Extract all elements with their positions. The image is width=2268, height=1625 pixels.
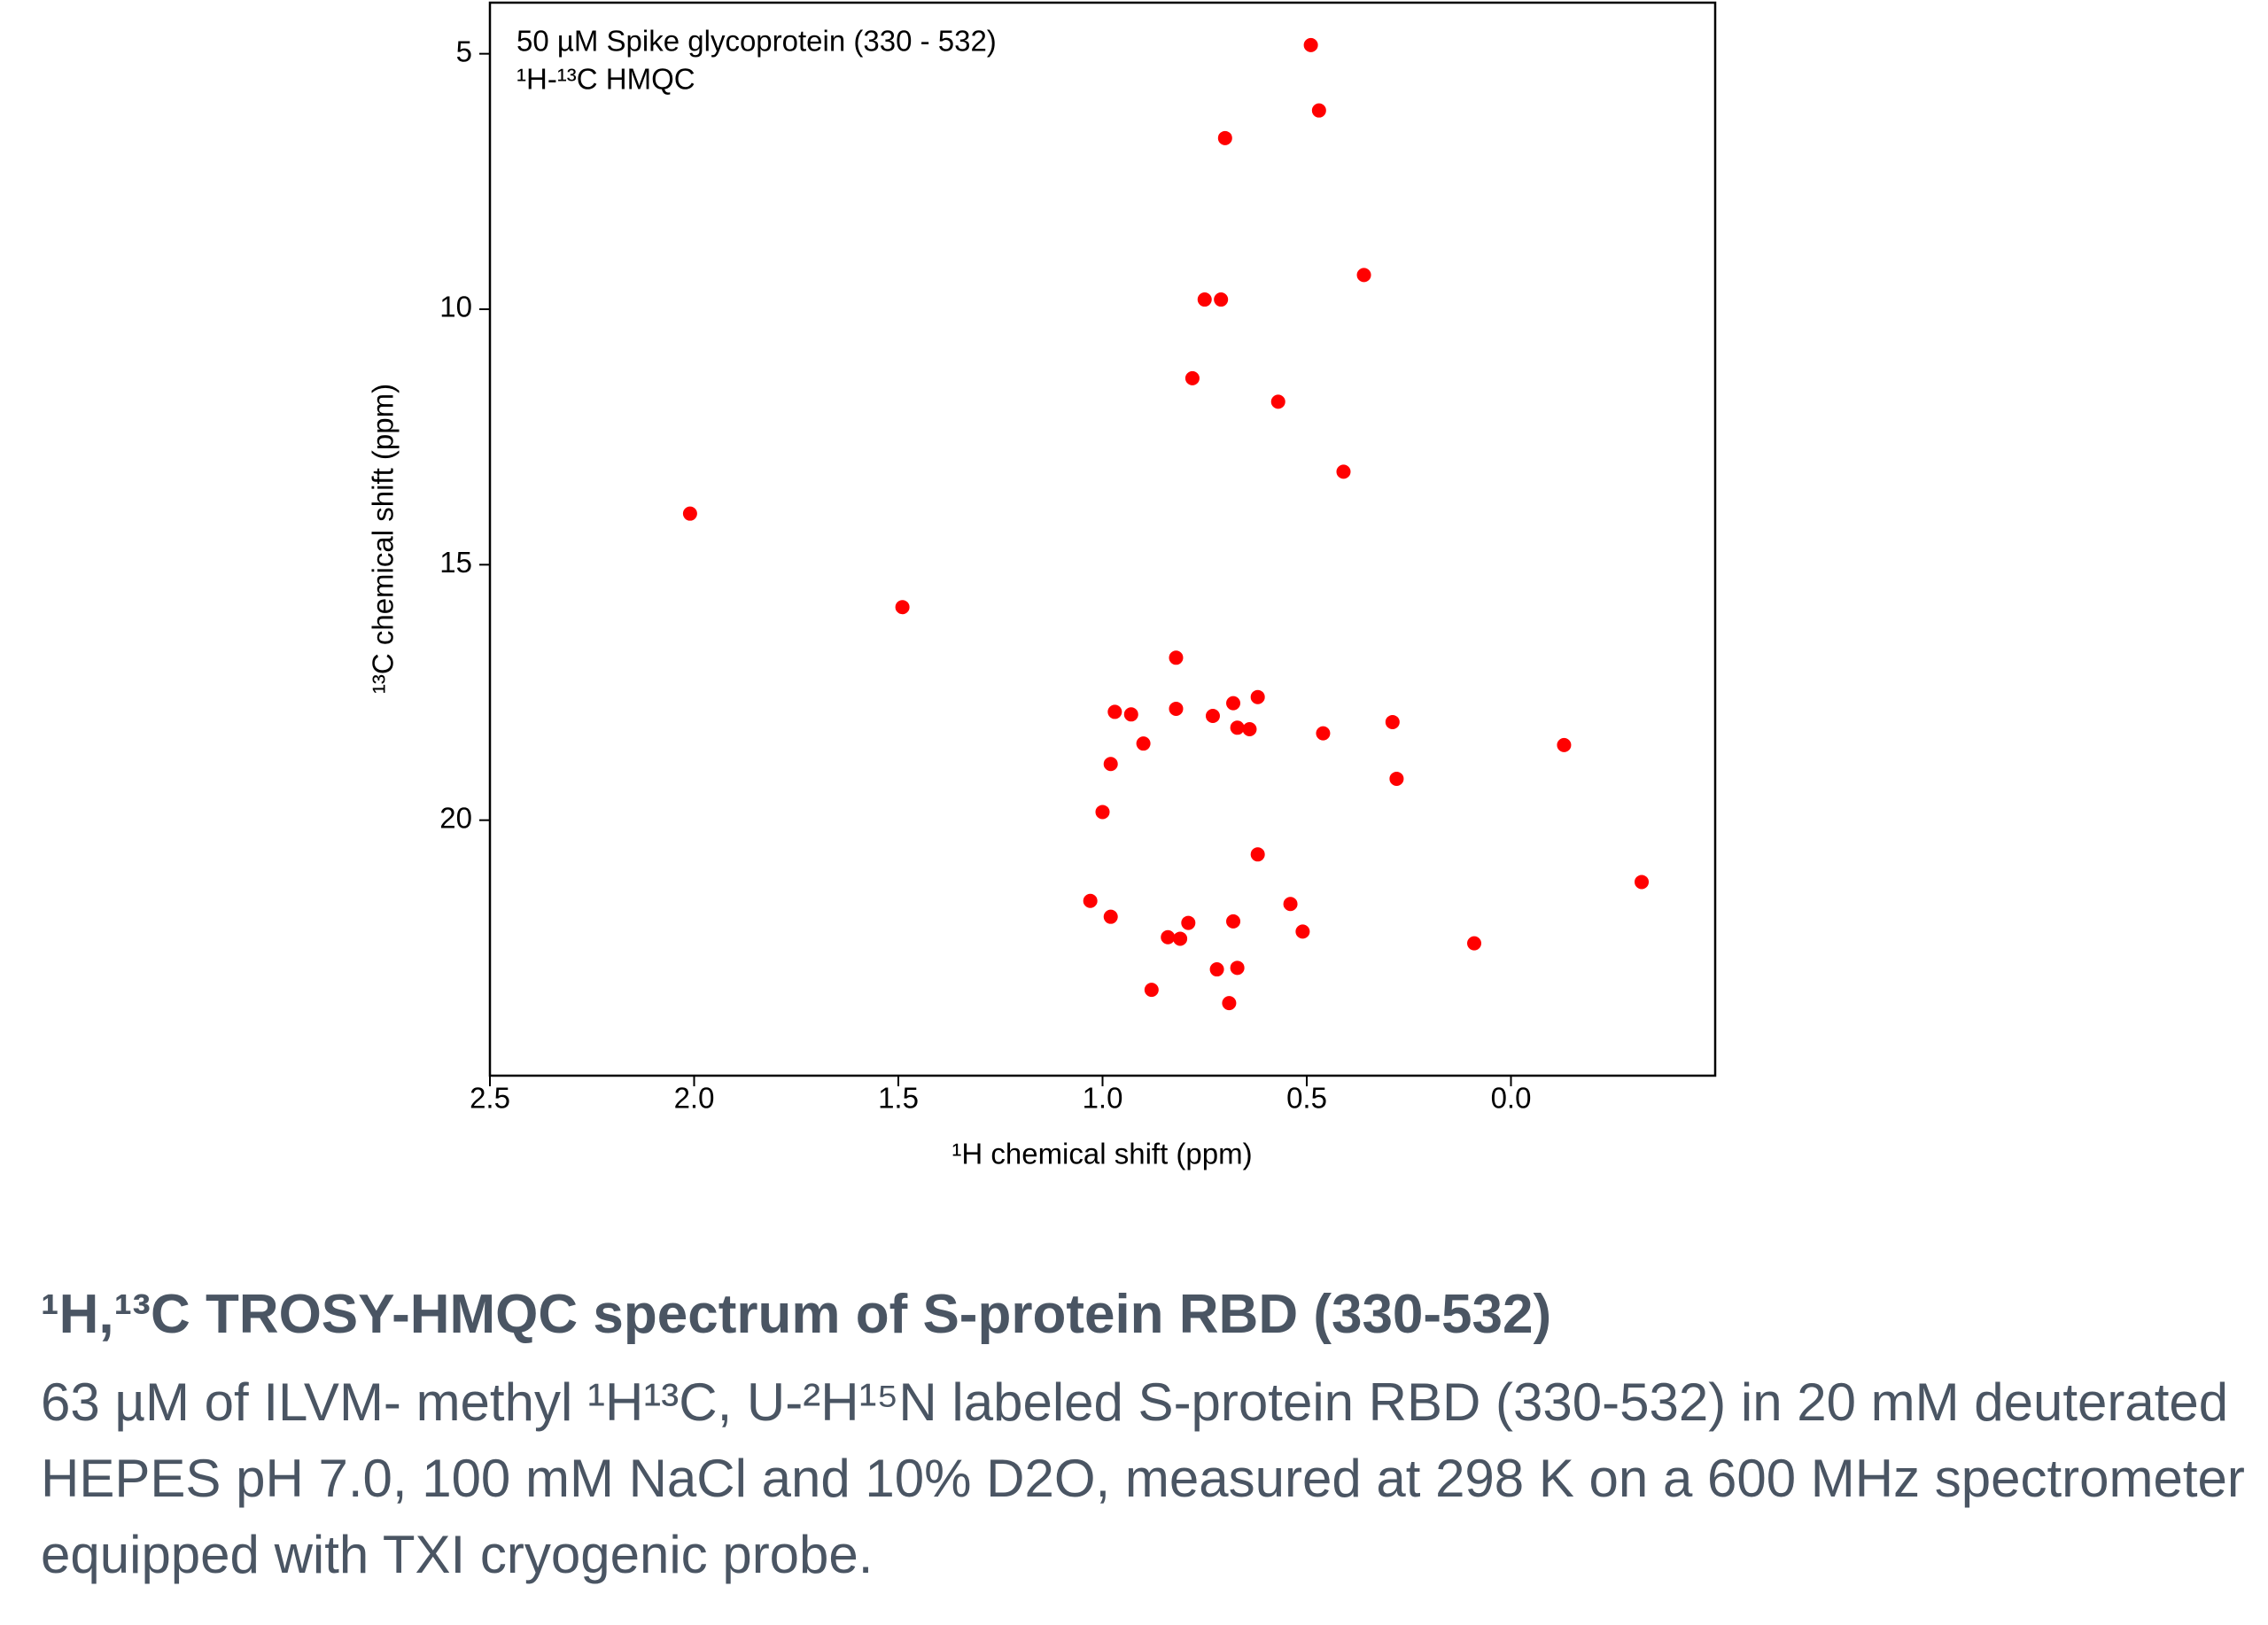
chart: 50 µM Spike glycoprotein (330 - 532) ¹H-…: [367, 1, 1717, 1170]
y-tick-label: 10: [439, 291, 472, 323]
x-tick-label: 1.0: [1083, 1082, 1123, 1115]
peak: [1222, 996, 1237, 1011]
peak: [895, 600, 910, 615]
y-tick-label: 20: [439, 801, 472, 834]
peak: [1217, 130, 1232, 145]
peak: [1295, 924, 1310, 939]
peak: [1283, 897, 1298, 912]
peak: [1214, 292, 1229, 307]
y-tick-label: 15: [439, 546, 472, 579]
peak: [1467, 936, 1482, 951]
peak: [1197, 292, 1212, 307]
peak: [1230, 960, 1245, 976]
peak: [1242, 722, 1257, 737]
peak: [1385, 714, 1400, 729]
x-axis-title: ¹H chemical shift (ppm): [951, 1138, 1252, 1170]
x-tick-label: 2.0: [674, 1082, 715, 1115]
peak: [1181, 915, 1196, 930]
x-tick-label: 1.5: [878, 1082, 919, 1115]
peak: [1226, 914, 1241, 929]
x-tick-label: 2.5: [470, 1082, 510, 1115]
peak: [1389, 771, 1404, 786]
peak: [1356, 268, 1371, 283]
peak: [1303, 37, 1318, 52]
caption-title: ¹H,¹³C TROSY-HMQC spectrum of S-protein …: [41, 1284, 1552, 1345]
peak: [1107, 704, 1122, 719]
peak: [1169, 701, 1184, 716]
annotation: 50 µM Spike glycoprotein (330 - 532): [517, 25, 997, 58]
peak: [1103, 757, 1118, 772]
peak: [1173, 931, 1188, 946]
peak: [1123, 707, 1138, 722]
peak: [1083, 893, 1098, 908]
peak: [1161, 929, 1176, 945]
caption-text: 63 µM of ILVM- methyl ¹H¹³C, U-²H¹⁵N lab…: [41, 1372, 2245, 1584]
plot-frame: [488, 1, 1717, 1077]
peak: [1336, 464, 1351, 479]
peak: [1144, 983, 1159, 998]
annotation: ¹H-¹³C HMQC: [517, 63, 695, 96]
peak: [1635, 875, 1650, 890]
peak: [1250, 847, 1265, 862]
peak: [1226, 696, 1241, 711]
peak: [1270, 394, 1285, 409]
peak: [1169, 650, 1184, 665]
peak: [1184, 370, 1200, 385]
peak: [1311, 103, 1326, 118]
peak: [1209, 962, 1224, 977]
peak: [1316, 726, 1331, 741]
peak: [1205, 709, 1220, 724]
peak: [1230, 720, 1245, 735]
y-tick-label: 5: [456, 35, 472, 67]
peak: [1250, 689, 1265, 704]
peak: [1557, 737, 1572, 752]
x-tick-label: 0.0: [1491, 1082, 1532, 1115]
peak: [1103, 909, 1118, 924]
peak: [1136, 736, 1151, 751]
peak: [1095, 805, 1110, 820]
y-axis-title: ¹³C chemical shift (ppm): [367, 384, 400, 694]
x-tick-label: 0.5: [1286, 1082, 1327, 1115]
peak: [682, 506, 697, 521]
